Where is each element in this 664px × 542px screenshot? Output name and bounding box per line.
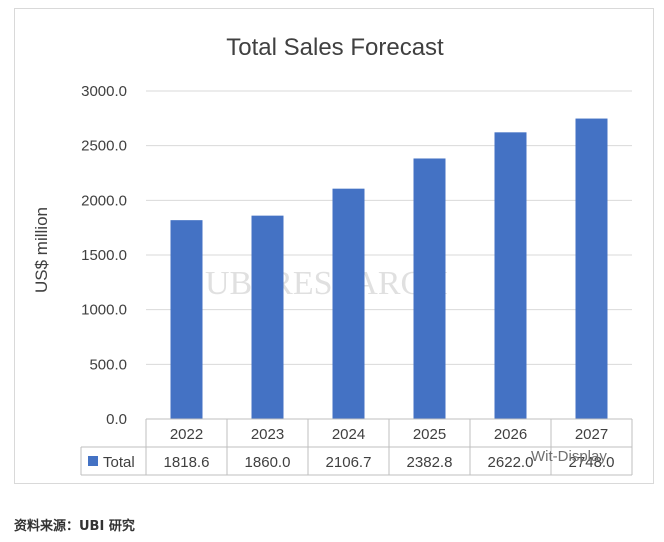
table-value: 2748.0 — [569, 454, 615, 471]
x-tick-label: 2022 — [170, 426, 203, 443]
watermark-logo: UBi RESEARCH — [205, 265, 448, 302]
x-tick-label: 2024 — [332, 426, 365, 443]
y-tick-labels: 0.0 500.0 1000.0 1500.0 2000.0 2500.0 3000.0 — [81, 83, 127, 428]
chart-title: Total Sales Forecast — [226, 34, 444, 61]
gridlines — [146, 90, 632, 365]
y-tick-label: 2000.0 — [81, 192, 127, 209]
x-tick-label: 2027 — [575, 426, 608, 443]
y-tick-label: 2500.0 — [81, 138, 127, 155]
bar — [251, 215, 284, 419]
y-tick-label: 1000.0 — [81, 302, 127, 319]
watermark-corner: Wit-Display — [531, 448, 607, 465]
source-caption: 资料来源：UBI 研究 — [14, 519, 135, 534]
x-tick-label: 2026 — [494, 426, 527, 443]
table-value: 2106.7 — [326, 454, 372, 471]
y-tick-label: 500.0 — [89, 356, 127, 373]
y-axis-label: US$ million — [32, 207, 51, 293]
y-tick-label: 3000.0 — [81, 83, 127, 100]
bar — [170, 220, 203, 419]
table-value: 1818.6 — [164, 454, 210, 471]
bar — [332, 188, 365, 419]
x-tick-label: 2023 — [251, 426, 284, 443]
bar — [413, 158, 446, 419]
legend-swatch — [88, 456, 98, 466]
y-tick-label: 0.0 — [106, 411, 127, 428]
table-value: 2382.8 — [407, 454, 453, 471]
table-value: 2622.0 — [488, 454, 534, 471]
bar — [575, 118, 608, 419]
bar — [494, 132, 527, 419]
bar-chart: Total Sales Forecast US$ million 0.0 500.… — [32, 34, 633, 476]
table-value: 1860.0 — [245, 454, 291, 471]
data-table: 2022 2023 2024 2025 2026 2027 1818.6 1860.0 2106… — [80, 418, 633, 476]
chart-frame: Total Sales Forecast US$ million 0.0 500.… — [14, 8, 654, 484]
x-tick-label: 2025 — [413, 426, 446, 443]
bars — [170, 118, 608, 419]
y-tick-label: 1500.0 — [81, 247, 127, 264]
legend-label: Total — [103, 454, 135, 471]
